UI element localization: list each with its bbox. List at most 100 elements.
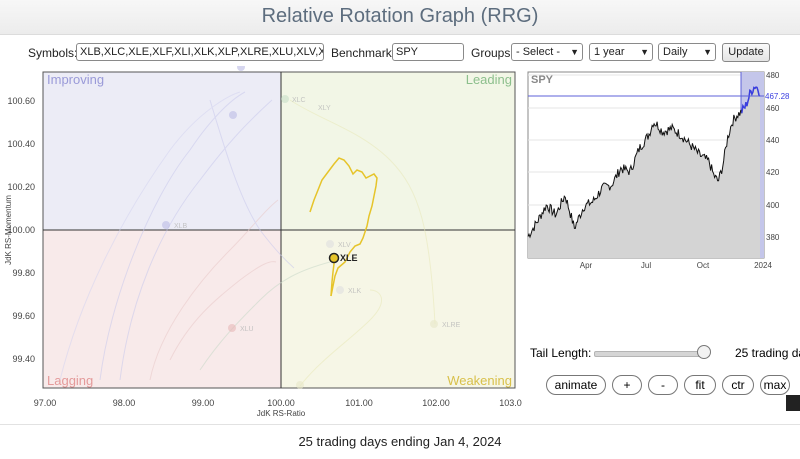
- improving-label: Improving: [47, 72, 104, 87]
- interval-select[interactable]: Daily ▼: [658, 43, 716, 61]
- spy-last-price: 467.28: [765, 92, 790, 101]
- rrg-chart[interactable]: Improving Leading Lagging Weakening XLC …: [0, 66, 522, 424]
- faded-label: XLB: [174, 223, 188, 230]
- spy-price-chart: SPY 480 460 440 420 400 380 467.28 Apr J…: [527, 71, 790, 270]
- y-tick: 99.40: [12, 354, 35, 364]
- chevron-down-icon: ▼: [703, 47, 712, 57]
- faded-label: XLC: [292, 97, 306, 104]
- tail-xly: [299, 289, 382, 387]
- faded-label: XLRE: [442, 322, 461, 329]
- y-axis-ticks: 100.60 100.40 100.20 100.00 99.80 99.60 …: [7, 96, 35, 364]
- tail-xlc: [99, 91, 246, 381]
- tail-xlb: [169, 261, 277, 361]
- spy-price-line-recent: [741, 86, 761, 114]
- tail-xlu: [149, 199, 279, 381]
- spy-y-tick: 420: [766, 168, 780, 177]
- symbols-label: Symbols:: [28, 46, 78, 60]
- faded-label: XLK: [348, 288, 362, 295]
- spy-x-tick: Oct: [697, 261, 710, 270]
- fit-button[interactable]: fit: [684, 375, 716, 395]
- spy-y-tick: 460: [766, 104, 780, 113]
- symbols-input[interactable]: XLB,XLC,XLE,XLF,XLI,XLK,XLP,XLRE,XLU,XLV…: [76, 43, 324, 61]
- tail-length-label: Tail Length:: [530, 346, 592, 360]
- x-tick: 98.00: [113, 398, 136, 408]
- tail-xlv: [199, 261, 331, 371]
- xle-head[interactable]: [328, 252, 340, 264]
- x-axis-label: JdK RS-Ratio: [257, 409, 306, 418]
- symbol-head[interactable]: [296, 381, 304, 389]
- lagging-label: Lagging: [47, 373, 93, 388]
- symbol-head[interactable]: [229, 111, 237, 119]
- faded-label: XLU: [240, 326, 254, 333]
- update-button[interactable]: Update: [722, 43, 770, 62]
- animate-button[interactable]: animate: [546, 375, 606, 395]
- footer-caption: 25 trading days ending Jan 4, 2024: [0, 424, 800, 451]
- chevron-down-icon: ▼: [570, 47, 579, 57]
- x-tick: 102.00: [422, 398, 450, 408]
- lagging-quadrant: [43, 230, 281, 388]
- side-tab[interactable]: [786, 395, 800, 411]
- y-axis-label: JdK RS-Momentum: [4, 195, 13, 265]
- chevron-down-icon: ▼: [640, 47, 649, 57]
- y-tick: 99.80: [12, 268, 35, 278]
- spy-x-tick: Apr: [580, 261, 593, 270]
- tail-length-value: 25 trading days: [735, 346, 800, 360]
- y-tick: 100.40: [7, 139, 35, 149]
- tail-length-slider[interactable]: [594, 351, 710, 357]
- benchmark-label: Benchmark:: [331, 46, 396, 60]
- groups-label: Groups:: [471, 46, 514, 60]
- center-button[interactable]: ctr: [722, 375, 754, 395]
- faded-label: XLV: [338, 242, 351, 249]
- faded-label: XLY: [318, 105, 331, 112]
- benchmark-input[interactable]: SPY: [392, 43, 464, 61]
- y-tick: 100.00: [7, 225, 35, 235]
- spy-y-ticks: 480 460 440 420 400 380: [766, 71, 780, 242]
- tail-xlk: [119, 99, 273, 381]
- weakening-label: Weakening: [447, 373, 512, 388]
- faded-tails: [59, 91, 436, 387]
- leading-quadrant: [281, 72, 515, 230]
- symbol-head[interactable]: [281, 95, 289, 103]
- spy-y-tick: 440: [766, 136, 780, 145]
- y-tick: 99.60: [12, 311, 35, 321]
- xle-label: XLE: [340, 253, 358, 263]
- page-title: Relative Rotation Graph (RRG): [0, 0, 800, 35]
- y-tick: 100.20: [7, 182, 35, 192]
- spy-x-ticks: Apr Jul Oct 2024: [580, 261, 773, 270]
- spy-y-tick: 480: [766, 71, 780, 80]
- spy-chart-label: SPY: [531, 74, 554, 86]
- tail-xlre: [289, 99, 436, 325]
- spy-y-tick: 400: [766, 201, 780, 210]
- faded-symbol-labels: XLC XLY XLB XLU XLV XLK XLRE: [174, 97, 461, 333]
- spy-price-area: [528, 87, 760, 258]
- tail-length-slider-handle[interactable]: [697, 345, 711, 359]
- x-axis-ticks: 97.00 98.00 99.00 100.00 101.00 102.00 1…: [34, 398, 522, 408]
- symbol-head[interactable]: [162, 221, 170, 229]
- controls-bar: Symbols: XLB,XLC,XLE,XLF,XLI,XLK,XLP,XLR…: [0, 40, 800, 66]
- faded-symbol-heads: [162, 66, 438, 389]
- spy-x-tick: Jul: [641, 261, 651, 270]
- groups-select[interactable]: - Select - ▼: [511, 43, 583, 61]
- x-tick: 100.00: [267, 398, 295, 408]
- tail-xlp: [209, 99, 295, 269]
- x-tick: 97.00: [34, 398, 57, 408]
- x-tick: 101.00: [345, 398, 373, 408]
- improving-quadrant: [43, 72, 281, 230]
- max-button[interactable]: max: [760, 375, 790, 395]
- x-tick: 99.00: [192, 398, 215, 408]
- symbol-head[interactable]: [336, 286, 344, 294]
- interval-select-value: Daily: [663, 46, 688, 58]
- symbol-head[interactable]: [430, 320, 438, 328]
- zoom-in-button[interactable]: +: [612, 375, 642, 395]
- period-select[interactable]: 1 year ▼: [589, 43, 653, 61]
- symbol-head[interactable]: [237, 66, 245, 71]
- leading-label: Leading: [466, 72, 512, 87]
- symbol-head[interactable]: [326, 240, 334, 248]
- weakening-quadrant: [281, 230, 515, 388]
- x-tick: 103.00: [499, 398, 522, 408]
- y-tick: 100.60: [7, 96, 35, 106]
- spy-y-tick: 380: [766, 233, 780, 242]
- zoom-out-button[interactable]: -: [648, 375, 678, 395]
- xle-tail: [309, 157, 378, 297]
- symbol-head[interactable]: [228, 324, 236, 332]
